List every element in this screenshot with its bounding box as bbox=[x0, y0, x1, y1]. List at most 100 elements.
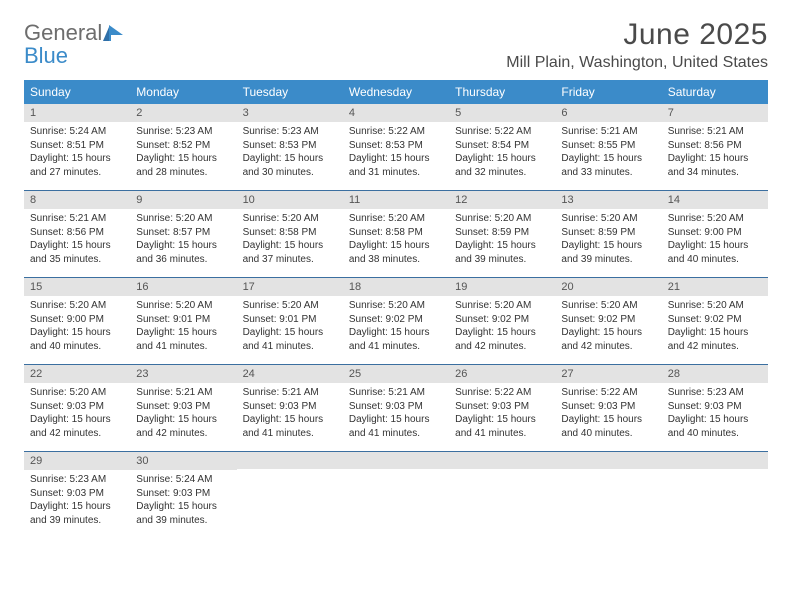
day-number: 30 bbox=[130, 452, 236, 470]
day-body: Sunrise: 5:21 AMSunset: 8:56 PMDaylight:… bbox=[662, 122, 768, 185]
sunset-line: Sunset: 9:03 PM bbox=[668, 400, 762, 414]
daylight-line: Daylight: 15 hours and 42 minutes. bbox=[136, 413, 230, 440]
day-of-week: Friday bbox=[555, 80, 661, 104]
sunset-line: Sunset: 8:56 PM bbox=[668, 139, 762, 153]
day-body: Sunrise: 5:20 AMSunset: 9:02 PMDaylight:… bbox=[449, 296, 555, 359]
day-number: 8 bbox=[24, 191, 130, 209]
calendar-week: 29Sunrise: 5:23 AMSunset: 9:03 PMDayligh… bbox=[24, 452, 768, 538]
calendar-day-empty bbox=[662, 452, 768, 538]
day-number: 28 bbox=[662, 365, 768, 383]
day-number: 24 bbox=[237, 365, 343, 383]
day-number: 20 bbox=[555, 278, 661, 296]
day-body: Sunrise: 5:24 AMSunset: 8:51 PMDaylight:… bbox=[24, 122, 130, 185]
sunrise-line: Sunrise: 5:20 AM bbox=[668, 299, 762, 313]
calendar-day: 10Sunrise: 5:20 AMSunset: 8:58 PMDayligh… bbox=[237, 191, 343, 277]
daylight-line: Daylight: 15 hours and 41 minutes. bbox=[243, 326, 337, 353]
sunrise-line: Sunrise: 5:20 AM bbox=[136, 299, 230, 313]
day-number: 23 bbox=[130, 365, 236, 383]
daylight-line: Daylight: 15 hours and 40 minutes. bbox=[30, 326, 124, 353]
calendar-day: 28 Sunrise: 5:23 AMSunset: 9:03 PMDayligh… bbox=[662, 365, 768, 451]
logo-word-general: General bbox=[24, 20, 102, 45]
calendar-day: 12Sunrise: 5:20 AMSunset: 8:59 PMDayligh… bbox=[449, 191, 555, 277]
day-number: 19 bbox=[449, 278, 555, 296]
day-body: Sunrise: 5:22 AMSunset: 8:54 PMDaylight:… bbox=[449, 122, 555, 185]
daylight-line: Daylight: 15 hours and 40 minutes. bbox=[668, 413, 762, 440]
sunrise-line: Sunrise: 5:20 AM bbox=[668, 212, 762, 226]
sunrise-line: Sunrise: 5:21 AM bbox=[30, 212, 124, 226]
daylight-line: Daylight: 15 hours and 36 minutes. bbox=[136, 239, 230, 266]
day-number: 22 bbox=[24, 365, 130, 383]
daylight-line: Daylight: 15 hours and 42 minutes. bbox=[30, 413, 124, 440]
calendar-day: 19Sunrise: 5:20 AMSunset: 9:02 PMDayligh… bbox=[449, 278, 555, 364]
sunrise-line: Sunrise: 5:24 AM bbox=[136, 473, 230, 487]
sunrise-line: Sunrise: 5:20 AM bbox=[349, 212, 443, 226]
calendar-day: 22Sunrise: 5:20 AMSunset: 9:03 PMDayligh… bbox=[24, 365, 130, 451]
day-number: 27 bbox=[555, 365, 661, 383]
day-body: Sunrise: 5:23 AMSunset: 9:03 PMDaylight:… bbox=[24, 470, 130, 533]
calendar-day: 6Sunrise: 5:21 AMSunset: 8:55 PMDaylight… bbox=[555, 104, 661, 190]
day-body bbox=[449, 469, 555, 529]
calendar-day: 16Sunrise: 5:20 AMSunset: 9:01 PMDayligh… bbox=[130, 278, 236, 364]
day-body: Sunrise: 5:21 AMSunset: 9:03 PMDaylight:… bbox=[237, 383, 343, 446]
daylight-line: Daylight: 15 hours and 39 minutes. bbox=[455, 239, 549, 266]
sunrise-line: Sunrise: 5:23 AM bbox=[136, 125, 230, 139]
daylight-line: Daylight: 15 hours and 41 minutes. bbox=[136, 326, 230, 353]
day-body: Sunrise: 5:20 AMSunset: 8:58 PMDaylight:… bbox=[343, 209, 449, 272]
daylight-line: Daylight: 15 hours and 28 minutes. bbox=[136, 152, 230, 179]
calendar-day: 8Sunrise: 5:21 AMSunset: 8:56 PMDaylight… bbox=[24, 191, 130, 277]
day-number bbox=[237, 452, 343, 469]
sunset-line: Sunset: 9:02 PM bbox=[561, 313, 655, 327]
daylight-line: Daylight: 15 hours and 34 minutes. bbox=[668, 152, 762, 179]
sunset-line: Sunset: 8:52 PM bbox=[136, 139, 230, 153]
sunset-line: Sunset: 8:59 PM bbox=[455, 226, 549, 240]
sunrise-line: Sunrise: 5:20 AM bbox=[561, 212, 655, 226]
day-number: 25 bbox=[343, 365, 449, 383]
day-number: 14 bbox=[662, 191, 768, 209]
day-number: 13 bbox=[555, 191, 661, 209]
daylight-line: Daylight: 15 hours and 40 minutes. bbox=[668, 239, 762, 266]
day-number: 11 bbox=[343, 191, 449, 209]
day-number: 3 bbox=[237, 104, 343, 122]
sunset-line: Sunset: 8:58 PM bbox=[243, 226, 337, 240]
day-of-week-row: SundayMondayTuesdayWednesdayThursdayFrid… bbox=[24, 80, 768, 104]
day-number: 1 bbox=[24, 104, 130, 122]
day-body: Sunrise: 5:22 AMSunset: 9:03 PMDaylight:… bbox=[449, 383, 555, 446]
sunset-line: Sunset: 9:03 PM bbox=[136, 487, 230, 501]
calendar-day-empty bbox=[449, 452, 555, 538]
day-number bbox=[449, 452, 555, 469]
day-number bbox=[343, 452, 449, 469]
day-body: Sunrise: 5:20 AMSunset: 8:57 PMDaylight:… bbox=[130, 209, 236, 272]
daylight-line: Daylight: 15 hours and 27 minutes. bbox=[30, 152, 124, 179]
sunset-line: Sunset: 9:03 PM bbox=[136, 400, 230, 414]
sunrise-line: Sunrise: 5:22 AM bbox=[455, 386, 549, 400]
calendar-day: 5Sunrise: 5:22 AMSunset: 8:54 PMDaylight… bbox=[449, 104, 555, 190]
calendar-day: 3Sunrise: 5:23 AMSunset: 8:53 PMDaylight… bbox=[237, 104, 343, 190]
sunrise-line: Sunrise: 5:23 AM bbox=[243, 125, 337, 139]
sunset-line: Sunset: 8:51 PM bbox=[30, 139, 124, 153]
sunrise-line: Sunrise: 5:20 AM bbox=[455, 299, 549, 313]
day-number: 2 bbox=[130, 104, 236, 122]
calendar-day: 18Sunrise: 5:20 AMSunset: 9:02 PMDayligh… bbox=[343, 278, 449, 364]
sunrise-line: Sunrise: 5:23 AM bbox=[668, 386, 762, 400]
day-number bbox=[662, 452, 768, 469]
sunrise-line: Sunrise: 5:22 AM bbox=[455, 125, 549, 139]
day-body bbox=[555, 469, 661, 529]
day-body: Sunrise: 5:20 AMSunset: 9:02 PMDaylight:… bbox=[662, 296, 768, 359]
sunrise-line: Sunrise: 5:23 AM bbox=[30, 473, 124, 487]
day-of-week: Tuesday bbox=[237, 80, 343, 104]
calendar: SundayMondayTuesdayWednesdayThursdayFrid… bbox=[24, 80, 768, 538]
sunrise-line: Sunrise: 5:22 AM bbox=[561, 386, 655, 400]
day-of-week: Saturday bbox=[662, 80, 768, 104]
daylight-line: Daylight: 15 hours and 40 minutes. bbox=[561, 413, 655, 440]
sunrise-line: Sunrise: 5:21 AM bbox=[668, 125, 762, 139]
day-body bbox=[237, 469, 343, 529]
day-body: Sunrise: 5:24 AMSunset: 9:03 PMDaylight:… bbox=[130, 470, 236, 533]
day-of-week: Wednesday bbox=[343, 80, 449, 104]
logo-word-blue: Blue bbox=[24, 43, 68, 68]
header: General Blue June 2025 Mill Plain, Washi… bbox=[24, 18, 768, 72]
day-body: Sunrise: 5:22 AMSunset: 9:03 PMDaylight:… bbox=[555, 383, 661, 446]
calendar-week: 8Sunrise: 5:21 AMSunset: 8:56 PMDaylight… bbox=[24, 191, 768, 278]
sunset-line: Sunset: 8:53 PM bbox=[243, 139, 337, 153]
calendar-day: 2 Sunrise: 5:23 AMSunset: 8:52 PMDaylight… bbox=[130, 104, 236, 190]
calendar-day: 14Sunrise: 5:20 AMSunset: 9:00 PMDayligh… bbox=[662, 191, 768, 277]
